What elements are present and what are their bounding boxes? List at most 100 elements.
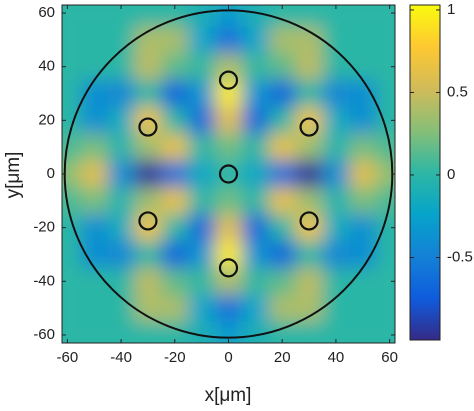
heatmap-cell xyxy=(62,267,82,296)
heatmap-cell xyxy=(134,187,162,215)
heatmap-cell xyxy=(349,267,377,296)
x-tick-label: -20 xyxy=(164,349,186,366)
x-tick-label: 40 xyxy=(328,349,345,366)
heatmap-cell xyxy=(241,53,270,81)
heatmap-cell xyxy=(188,53,216,81)
heatmap-cell xyxy=(215,187,243,215)
heatmap-cell xyxy=(349,26,377,54)
heatmap-cell xyxy=(349,80,377,108)
heatmap-cell xyxy=(295,106,323,135)
heatmap-cell xyxy=(241,241,270,269)
heatmap-cell xyxy=(62,53,82,81)
colorbar-tick-label: -0.5 xyxy=(447,248,473,265)
heatmap-cell xyxy=(188,80,216,108)
heatmap-cell xyxy=(295,133,323,162)
heatmap-cell xyxy=(295,160,323,188)
heatmap-cell xyxy=(188,187,216,215)
heatmap-cell xyxy=(241,160,270,188)
heatmap-cell xyxy=(80,294,109,323)
marker xyxy=(299,211,319,231)
marker xyxy=(138,211,158,231)
heatmap-cell xyxy=(134,53,162,81)
heatmap-cell xyxy=(80,160,109,188)
heatmap-cell xyxy=(322,267,350,296)
heatmap-cell xyxy=(107,187,136,215)
heatmap-cell xyxy=(322,241,350,269)
heatmap-cell xyxy=(349,187,377,215)
heatmap-cell xyxy=(295,321,323,343)
marker xyxy=(218,164,239,184)
heatmap-cell xyxy=(134,160,162,188)
colorbar-tick-label: 0.5 xyxy=(447,83,468,100)
heatmap-cell xyxy=(161,214,189,242)
x-tick-label: -60 xyxy=(57,349,79,366)
heatmap-cell xyxy=(107,267,136,296)
heatmap-cell xyxy=(80,26,109,54)
x-tick-label: 20 xyxy=(274,349,291,366)
heatmap-cell xyxy=(241,5,270,27)
heatmap-cell xyxy=(188,267,216,296)
heatmap-cell xyxy=(188,26,216,54)
heatmap-cell xyxy=(107,160,136,188)
heatmap-cell xyxy=(161,106,189,135)
heatmap-cell xyxy=(295,80,323,108)
heatmap-cell xyxy=(161,294,189,323)
heatmap xyxy=(62,5,395,343)
heatmap-cell xyxy=(241,214,270,242)
heatmap-cell xyxy=(134,267,162,296)
heatmap-cell xyxy=(349,106,377,135)
heatmap-cell xyxy=(80,187,109,215)
heatmap-cell xyxy=(349,294,377,323)
heatmap-cell xyxy=(241,267,270,296)
y-tick-label: -40 xyxy=(33,272,55,289)
heatmap-cell xyxy=(349,53,377,81)
heatmap-cell xyxy=(376,26,395,54)
heatmap-cell xyxy=(134,106,162,135)
x-tick-label: 60 xyxy=(381,349,398,366)
heatmap-cell xyxy=(268,160,297,188)
heatmap-cell xyxy=(80,214,109,242)
heatmap-cell xyxy=(349,5,377,27)
heatmap-cell xyxy=(376,294,395,323)
heatmap-cell xyxy=(134,294,162,323)
colorbar-tick-label: 1 xyxy=(447,1,455,18)
heatmap-cell xyxy=(215,241,243,269)
heatmap-cell xyxy=(295,241,323,269)
heatmap-cell xyxy=(376,267,395,296)
heatmap-cell xyxy=(376,5,395,27)
heatmap-cell xyxy=(107,241,136,269)
heatmap-cell xyxy=(215,5,243,27)
heatmap-cell xyxy=(349,214,377,242)
heatmap-cell xyxy=(241,133,270,162)
heatmap-cell xyxy=(215,294,243,323)
heatmap-cell xyxy=(349,160,377,188)
y-tick-label: 40 xyxy=(38,58,55,75)
heatmap-cell xyxy=(268,133,297,162)
heatmap-cell xyxy=(134,214,162,242)
heatmap-cell xyxy=(161,133,189,162)
heatmap-cell xyxy=(62,5,82,27)
heatmap-cell xyxy=(80,5,109,27)
heatmap-cell xyxy=(134,321,162,343)
heatmap-cell xyxy=(62,241,82,269)
y-tick-label: -60 xyxy=(33,326,55,343)
heatmap-cell xyxy=(80,321,109,343)
heatmap-cell xyxy=(295,53,323,81)
heatmap-cell xyxy=(161,53,189,81)
heatmap-cell xyxy=(349,133,377,162)
heatmap-cell xyxy=(215,321,243,343)
heatmap-cell xyxy=(62,294,82,323)
heatmap-cell xyxy=(188,160,216,188)
heatmap-cell xyxy=(241,106,270,135)
heatmap-cell xyxy=(80,267,109,296)
heatmap-cell xyxy=(80,133,109,162)
heatmap-cell xyxy=(107,133,136,162)
heatmap-cell xyxy=(376,241,395,269)
heatmap-cell xyxy=(268,53,297,81)
heatmap-cell xyxy=(322,214,350,242)
heatmap-cell xyxy=(241,187,270,215)
heatmap-cell xyxy=(241,294,270,323)
heatmap-cell xyxy=(241,26,270,54)
x-tick-label: -40 xyxy=(110,349,132,366)
